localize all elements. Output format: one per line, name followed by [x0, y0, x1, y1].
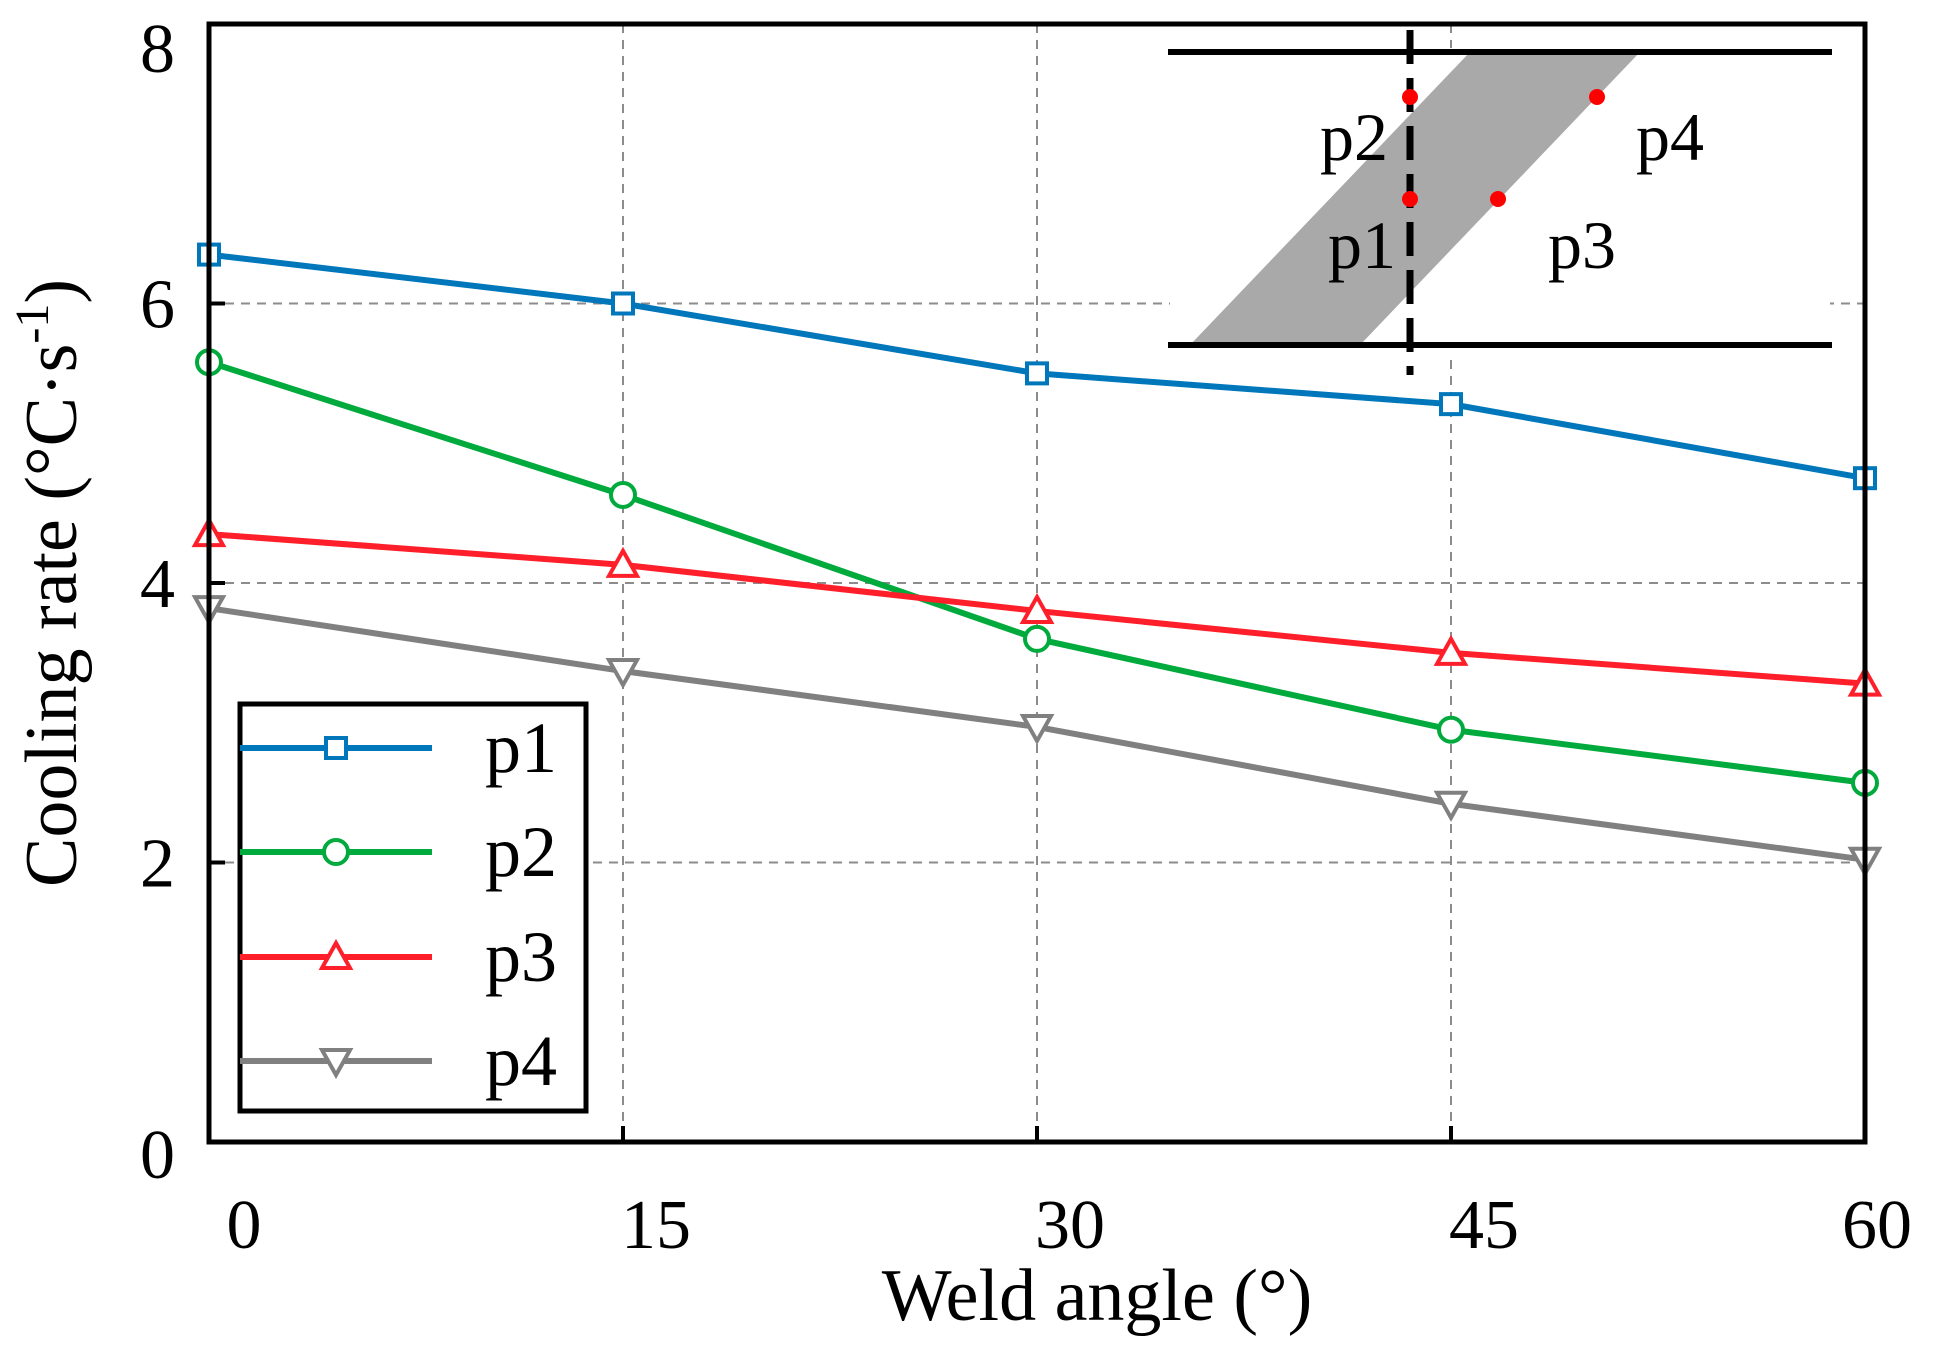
inset-label-p1: p1: [1328, 207, 1396, 283]
point-p1-15: [611, 291, 635, 316]
inset-point-p1: [1402, 191, 1418, 207]
point-p1-45: [1439, 392, 1463, 417]
legend-label-p2: p2: [485, 812, 557, 892]
x-axis-title: Weld angle (°): [882, 1255, 1312, 1337]
legend-marker-p1: [324, 736, 348, 760]
point-p3-45: [1433, 634, 1469, 666]
y-tick-label-2: 2: [140, 826, 175, 903]
legend-marker-p2: [322, 838, 350, 866]
x-tick-label-60: 60: [1842, 1187, 1912, 1264]
inset-label-p3: p3: [1548, 207, 1616, 283]
x-tick-label-30: 30: [1035, 1187, 1105, 1264]
inset-point-p4: [1589, 89, 1605, 105]
legend-label-p1: p1: [485, 708, 557, 788]
inset-label-p4: p4: [1636, 99, 1704, 175]
inset-label-p2: p2: [1320, 99, 1388, 175]
point-p1-30: [1025, 361, 1049, 386]
point-p2-15: [609, 480, 637, 509]
legend-marker-p3: [318, 938, 354, 970]
inset-point-p3: [1490, 191, 1506, 207]
legend-label-p4: p4: [485, 1021, 557, 1101]
x-tick-label-15: 15: [621, 1187, 691, 1264]
point-p4-15: [605, 658, 641, 690]
point-p2-30: [1023, 624, 1051, 653]
y-axis-title-superscript: -1: [6, 304, 59, 344]
y-axis-title-main: Cooling rate (°C·s: [11, 344, 93, 887]
y-tick-label-6: 6: [140, 267, 175, 344]
axis-ticks: 0 15 30 45 60 0 2 4 6 8: [140, 11, 1912, 1264]
y-axis-title: Cooling rate (°C·s-1): [6, 279, 93, 887]
x-tick-label-0: 0: [227, 1187, 262, 1264]
legend-marker-p4: [318, 1048, 354, 1080]
y-tick-label-0: 0: [140, 1117, 175, 1194]
y-axis-title-close: ): [11, 279, 93, 304]
inset-point-p2: [1402, 89, 1418, 105]
y-tick-label-4: 4: [140, 546, 175, 623]
inset-diagram: p1 p2 p3 p4: [1168, 30, 1832, 375]
x-tick-label-45: 45: [1449, 1187, 1519, 1264]
point-p4-45: [1433, 790, 1469, 822]
y-tick-label-8: 8: [140, 11, 175, 88]
legend-box: [237, 701, 589, 1114]
point-p2-45: [1437, 715, 1465, 744]
legend: p1 p2 p3 p4: [237, 701, 589, 1114]
point-p3-15: [605, 546, 641, 578]
legend-label-p3: p3: [485, 917, 557, 997]
point-p3-30: [1019, 592, 1055, 624]
point-p4-30: [1019, 713, 1055, 746]
